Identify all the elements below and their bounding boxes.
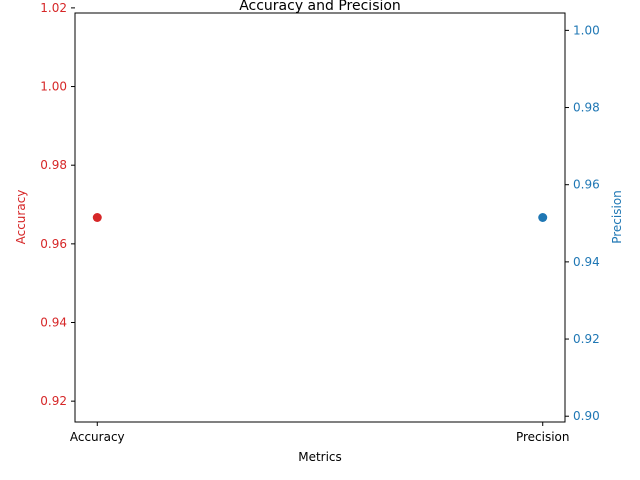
right-axis-ticks: 0.90 0.92 0.94 0.96 0.98 1.00 xyxy=(565,23,600,423)
x-axis-ticks: Accuracy Precision xyxy=(70,422,570,444)
right-tick-label: 1.00 xyxy=(573,23,600,37)
left-tick-label: 1.00 xyxy=(40,80,67,94)
left-tick-label: 0.94 xyxy=(40,316,67,330)
plot-frame xyxy=(74,12,566,423)
left-axis-label: Accuracy xyxy=(14,190,28,245)
right-tick-label: 0.94 xyxy=(573,255,600,269)
right-tick-label: 0.96 xyxy=(573,178,600,192)
x-tick-label: Accuracy xyxy=(70,430,125,444)
plot-area xyxy=(74,12,566,423)
left-tick-label: 0.92 xyxy=(40,394,67,408)
data-point-accuracy xyxy=(92,213,102,222)
left-tick-label: 1.02 xyxy=(40,1,67,15)
right-tick-label: 0.98 xyxy=(573,101,600,115)
right-axis-label: Precision xyxy=(610,190,624,244)
right-tick-label: 0.92 xyxy=(573,332,600,346)
x-tick-label: Precision xyxy=(516,430,570,444)
left-tick-label: 0.98 xyxy=(40,158,67,172)
right-tick-label: 0.90 xyxy=(573,409,600,423)
left-axis-ticks: 0.92 0.94 0.96 0.98 1.00 1.02 xyxy=(40,1,75,408)
x-axis-label: Metrics xyxy=(298,450,342,464)
data-points xyxy=(92,213,548,222)
data-point-precision xyxy=(538,213,548,222)
left-tick-label: 0.96 xyxy=(40,237,67,251)
chart-title: Accuracy and Precision xyxy=(239,0,401,14)
